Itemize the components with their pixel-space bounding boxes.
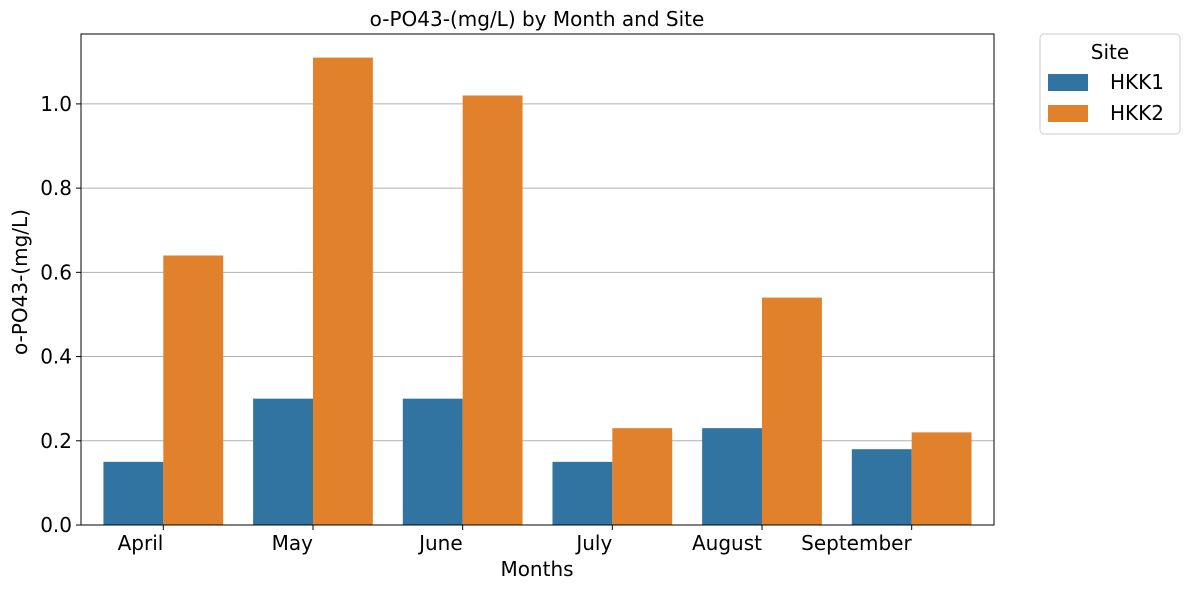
bar-hkk1-june xyxy=(402,398,463,525)
plot-frame xyxy=(80,33,995,526)
legend-title: Site xyxy=(1091,40,1129,64)
bars xyxy=(103,57,972,525)
x-tick-label: June xyxy=(417,531,463,555)
legend-label-hkk1: HKK1 xyxy=(1110,70,1164,94)
legend: Site HKK1 HKK2 xyxy=(1039,33,1181,135)
x-tick-label: May xyxy=(272,531,314,555)
x-axis: April May June July August September xyxy=(118,525,912,555)
bar-hkk2-august xyxy=(762,297,822,525)
y-tick-label: 0.0 xyxy=(40,513,72,537)
bar-hkk2-may xyxy=(312,57,373,525)
bar-hkk1-may xyxy=(253,398,313,525)
x-tick-label: September xyxy=(801,531,912,555)
y-tick-label: 1.0 xyxy=(40,92,72,116)
x-tick-label: April xyxy=(118,531,164,555)
x-tick-label: July xyxy=(574,531,612,555)
y-tick-label: 0.2 xyxy=(40,429,72,453)
bar-hkk1-april xyxy=(103,461,164,525)
bar-hkk1-august xyxy=(702,428,763,525)
y-tick-label: 0.6 xyxy=(40,260,72,284)
bar-hkk2-september xyxy=(911,432,972,525)
bar-hkk2-july xyxy=(612,428,673,525)
bar-hkk2-april xyxy=(163,255,224,525)
legend-swatch-hkk2 xyxy=(1048,105,1088,122)
legend-swatch-hkk1 xyxy=(1048,74,1088,91)
y-axis: 0.0 0.2 0.4 0.6 0.8 1.0 xyxy=(40,92,81,537)
legend-label-hkk2: HKK2 xyxy=(1110,101,1164,125)
chart-title: o-PO43-(mg/L) by Month and Site xyxy=(370,7,705,31)
y-tick-label: 0.4 xyxy=(40,345,72,369)
bar-hkk2-june xyxy=(462,95,523,525)
bar-hkk1-july xyxy=(552,461,613,525)
y-tick-label: 0.8 xyxy=(40,176,72,200)
x-axis-label: Months xyxy=(500,557,573,581)
y-axis-label: o-PO43-(mg/L) xyxy=(8,209,32,355)
x-tick-label: August xyxy=(692,531,762,555)
bar-hkk1-september xyxy=(851,449,912,525)
